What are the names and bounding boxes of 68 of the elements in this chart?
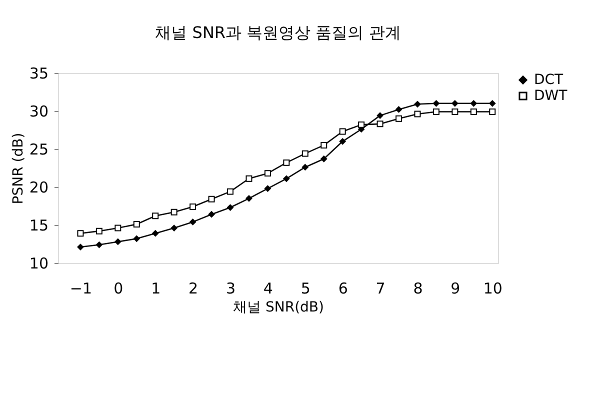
x-axis-title: 채널 SNR(dB) [233, 300, 324, 316]
y-tick-label: 35 [29, 64, 48, 82]
point [470, 100, 477, 107]
point [302, 150, 308, 157]
point [208, 196, 215, 202]
x-tick-label: 9 [450, 280, 460, 298]
point [246, 175, 252, 182]
point [452, 108, 458, 115]
y-axis-title: PSNR (dB) [10, 132, 26, 204]
point [376, 112, 384, 119]
point [339, 128, 346, 135]
point [246, 195, 252, 202]
point [432, 100, 440, 107]
point [376, 120, 384, 128]
point [190, 204, 196, 210]
point [152, 230, 159, 237]
x-tick-label: 2 [188, 280, 198, 298]
point [302, 164, 308, 170]
x-tick-label: 6 [338, 280, 348, 298]
point [489, 100, 496, 107]
legend-label: DCT [534, 72, 564, 88]
point [77, 244, 84, 250]
point [358, 121, 365, 128]
point [170, 224, 178, 232]
chart-title: 채널 SNR과 복원영상 품질의 관계 [155, 23, 401, 42]
point [227, 204, 234, 211]
x-tick-label: 3 [226, 280, 236, 298]
point [489, 108, 496, 115]
point [396, 106, 402, 113]
point [114, 224, 122, 232]
point [152, 212, 159, 220]
y-tick-label: 30 [29, 102, 48, 120]
point [170, 208, 178, 216]
point [77, 230, 84, 237]
point [414, 110, 421, 118]
y-tick-label: 10 [29, 254, 48, 272]
point [96, 228, 102, 234]
x-tick-label: 5 [300, 280, 310, 298]
x-tick-label: 1 [151, 280, 161, 298]
point [320, 156, 328, 162]
point [339, 138, 346, 145]
point [396, 115, 402, 122]
point [432, 108, 440, 115]
y-tick-label: 15 [29, 216, 48, 234]
point [264, 185, 271, 192]
x-tick-label: 0 [114, 280, 124, 298]
point [96, 242, 102, 248]
point [227, 188, 234, 195]
point [190, 218, 196, 226]
point [133, 221, 140, 228]
legend-label: DWT [534, 88, 568, 104]
point [264, 170, 271, 177]
x-tick-label: 7 [376, 280, 386, 298]
y-tick-label: 20 [29, 178, 48, 196]
x-tick-label: 10 [483, 280, 502, 298]
point [414, 100, 421, 108]
x-tick-label: 4 [263, 280, 273, 298]
x-tick-label: 8 [413, 280, 423, 298]
x-tick-label: −1 [70, 280, 92, 298]
point [283, 175, 290, 182]
point [208, 211, 215, 218]
point [470, 108, 477, 115]
point [452, 100, 458, 107]
y-tick-label: 25 [29, 140, 48, 158]
point [133, 235, 140, 242]
point [114, 238, 122, 245]
point [320, 142, 328, 148]
point [283, 159, 290, 166]
